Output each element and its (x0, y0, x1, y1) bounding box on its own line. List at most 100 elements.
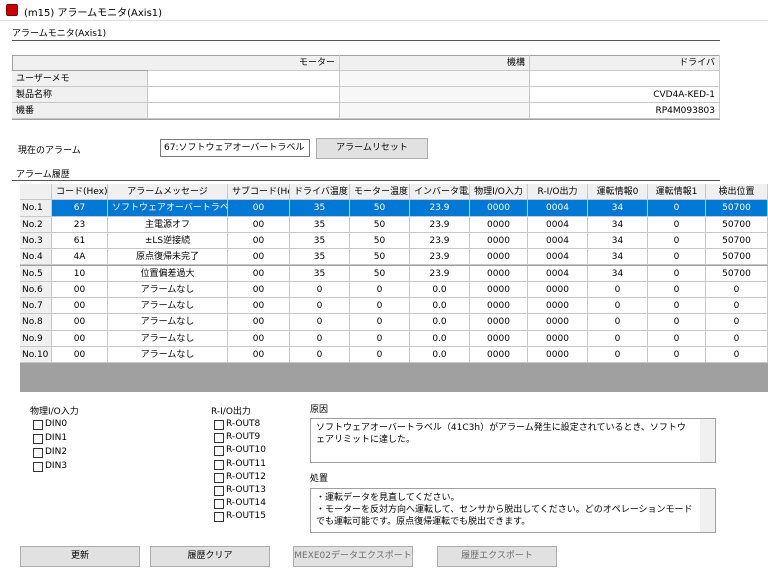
history-cell[interactable]: 0 (706, 347, 768, 364)
history-cell[interactable]: 50 (350, 232, 410, 250)
history-row-number[interactable]: No.5 (20, 265, 52, 282)
history-cell[interactable]: 0000 (470, 200, 528, 217)
history-row-number[interactable]: No.1 (20, 200, 52, 217)
history-cell[interactable]: 00 (52, 298, 108, 315)
checkbox[interactable] (214, 486, 224, 496)
history-cell[interactable]: 34 (588, 232, 648, 250)
history-cell[interactable]: 原点復帰未完了 (108, 249, 228, 266)
history-cell[interactable]: 00 (52, 281, 108, 299)
history-cell[interactable]: 0 (648, 298, 706, 315)
history-cell[interactable]: 0 (648, 232, 706, 250)
history-cell[interactable]: 0000 (528, 347, 588, 364)
history-cell[interactable]: 00 (52, 314, 108, 331)
history-cell[interactable]: 00 (228, 281, 290, 299)
history-cell[interactable]: 0.0 (410, 330, 470, 347)
history-row-number[interactable]: No.8 (20, 314, 52, 331)
history-cell[interactable]: 0 (648, 216, 706, 233)
history-cell[interactable]: 00 (228, 216, 290, 233)
footer-button[interactable]: MEXE02データエクスポート (293, 546, 413, 567)
history-cell[interactable]: 00 (228, 265, 290, 282)
history-cell[interactable]: 34 (588, 249, 648, 266)
history-cell[interactable]: 0 (290, 281, 350, 299)
history-cell[interactable]: 0 (290, 330, 350, 347)
history-cell[interactable]: 0004 (528, 249, 588, 266)
footer-button[interactable]: 履歴クリア (150, 546, 270, 567)
history-cell[interactable]: 00 (228, 298, 290, 315)
history-cell[interactable]: 00 (52, 330, 108, 347)
history-cell[interactable]: 35 (290, 216, 350, 233)
history-cell[interactable]: 50700 (706, 249, 768, 266)
history-cell[interactable]: 23.9 (410, 200, 470, 217)
history-cell[interactable]: 00 (52, 347, 108, 364)
history-cell[interactable]: 0004 (528, 216, 588, 233)
history-cell[interactable]: 0000 (528, 330, 588, 347)
history-row-number[interactable]: No.4 (20, 249, 52, 266)
history-cell[interactable]: 位置偏差過大 (108, 265, 228, 282)
history-cell[interactable]: 0000 (470, 314, 528, 331)
history-cell[interactable]: 00 (228, 330, 290, 347)
checkbox[interactable] (33, 420, 43, 430)
history-cell[interactable]: アラームなし (108, 330, 228, 347)
history-cell[interactable]: 0 (350, 314, 410, 331)
history-cell[interactable]: 50700 (706, 200, 768, 217)
checkbox[interactable] (214, 499, 224, 510)
history-cell[interactable]: 0000 (528, 314, 588, 331)
history-cell[interactable]: 0 (588, 281, 648, 299)
history-cell[interactable]: 0 (350, 298, 410, 315)
history-cell[interactable]: 0.0 (410, 314, 470, 331)
checkbox[interactable] (33, 448, 43, 458)
history-cell[interactable]: 0 (350, 347, 410, 364)
history-cell[interactable]: 0 (290, 347, 350, 364)
history-cell[interactable]: 0 (706, 314, 768, 331)
history-cell[interactable]: 0000 (470, 216, 528, 233)
history-cell[interactable]: 0 (290, 314, 350, 331)
checkbox[interactable] (214, 512, 224, 523)
history-cell[interactable]: 67 (52, 200, 108, 217)
history-cell[interactable]: ±LS逆接続 (108, 232, 228, 250)
history-cell[interactable]: 0 (706, 298, 768, 315)
history-cell[interactable]: 50 (350, 200, 410, 217)
history-cell[interactable]: 23.9 (410, 249, 470, 266)
history-cell[interactable]: 35 (290, 232, 350, 250)
history-cell[interactable]: 0.0 (410, 298, 470, 315)
history-cell[interactable]: アラームなし (108, 298, 228, 315)
history-cell[interactable]: 0000 (470, 330, 528, 347)
history-row-number[interactable]: No.6 (20, 281, 52, 299)
history-cell[interactable]: 0000 (470, 232, 528, 250)
history-cell[interactable]: 23.9 (410, 265, 470, 282)
checkbox[interactable] (214, 420, 224, 430)
history-cell[interactable]: 0 (588, 298, 648, 315)
history-cell[interactable]: 0004 (528, 200, 588, 217)
history-cell[interactable]: 0 (350, 281, 410, 299)
history-cell[interactable]: 00 (228, 232, 290, 250)
history-cell[interactable]: 23.9 (410, 232, 470, 250)
history-cell[interactable]: 34 (588, 265, 648, 282)
checkbox[interactable] (33, 434, 43, 444)
history-cell[interactable]: 0 (648, 281, 706, 299)
scrollbar[interactable] (700, 489, 715, 532)
history-cell[interactable]: 0000 (470, 347, 528, 364)
history-cell[interactable]: 23 (52, 216, 108, 233)
history-cell[interactable]: ソフトウェアオーバートラベル (108, 200, 228, 217)
history-cell[interactable]: 00 (228, 314, 290, 331)
history-cell[interactable]: 0004 (528, 265, 588, 282)
history-cell[interactable]: 0 (706, 281, 768, 299)
history-row-number[interactable]: No.10 (20, 347, 52, 364)
history-cell[interactable]: 0 (648, 200, 706, 217)
history-cell[interactable]: 50 (350, 265, 410, 282)
history-cell[interactable]: 0 (706, 330, 768, 347)
history-cell[interactable]: 35 (290, 200, 350, 217)
checkbox[interactable] (214, 433, 224, 444)
history-cell[interactable]: 50700 (706, 232, 768, 250)
history-cell[interactable]: 0 (648, 330, 706, 347)
history-cell[interactable]: 00 (228, 200, 290, 217)
history-cell[interactable]: 0.0 (410, 281, 470, 299)
history-cell[interactable]: 0000 (470, 265, 528, 282)
history-cell[interactable]: 0 (588, 314, 648, 331)
history-row-number[interactable]: No.9 (20, 330, 52, 347)
scrollbar[interactable] (700, 419, 715, 462)
history-row-number[interactable]: No.3 (20, 232, 52, 250)
checkbox[interactable] (214, 459, 224, 470)
history-cell[interactable]: 50700 (706, 216, 768, 233)
history-cell[interactable]: 50 (350, 216, 410, 233)
